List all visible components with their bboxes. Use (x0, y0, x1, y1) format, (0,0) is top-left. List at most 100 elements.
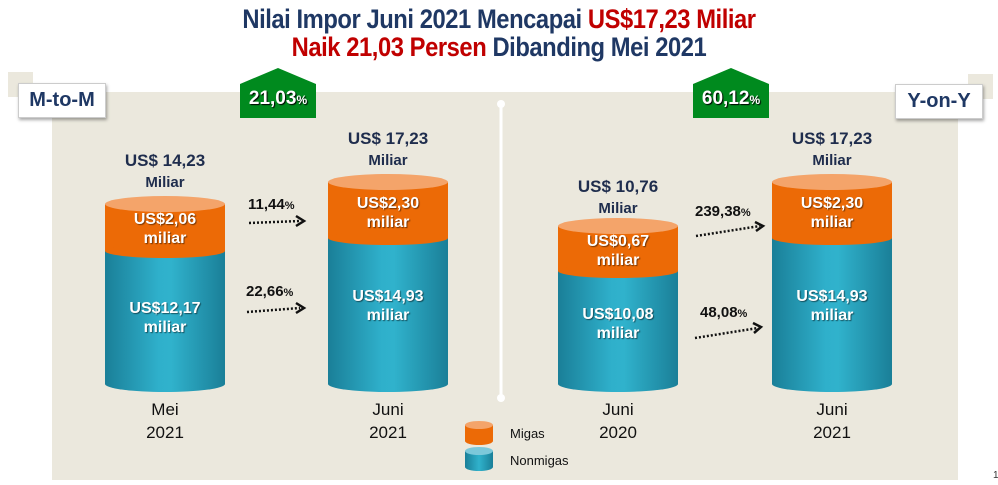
migas-label: US$2,30 miliar (328, 194, 448, 232)
nonmigas-value: US$12,17 (129, 300, 201, 317)
total-unit: Miliar (598, 200, 638, 217)
pct-sign: % (749, 93, 761, 107)
legend-nonmigas-icon (465, 447, 493, 471)
growth-value: 60,12 (701, 88, 750, 109)
bar-juni-2021-yony: US$2,30 miliar US$14,93 miliar (772, 174, 892, 392)
up-arrow-icon (693, 68, 769, 118)
total-unit: Miliar (145, 174, 185, 191)
panel-divider (497, 100, 505, 402)
growth-value: 21,03 (248, 88, 297, 109)
nonmigas-label: US$12,17 miliar (105, 299, 225, 337)
migas-label: US$2,06 miliar (105, 210, 225, 248)
title-highlight: US$17,23 Miliar (587, 4, 756, 34)
legend-nonmigas-label: Nonmigas (510, 453, 569, 468)
up-arrow-icon (240, 68, 316, 118)
mtom-nonmigas-growth: 22,66% (246, 283, 293, 300)
yony-growth-badge: 60,12% (693, 68, 769, 118)
bar-category-label: Mei 2021 (105, 398, 225, 444)
bar-segment-migas-edge (558, 264, 678, 278)
period: Juni (372, 400, 404, 419)
year: 2021 (369, 423, 407, 442)
year: 2020 (599, 423, 637, 442)
growth-value: 239,38 (695, 203, 741, 220)
cylinder-top (558, 218, 678, 234)
page-number: 1 (993, 470, 998, 481)
yony-label: Y-on-Y (895, 84, 983, 119)
bar-segment-nonmigas (105, 251, 225, 392)
bar-segment-nonmigas (328, 238, 448, 392)
nonmigas-label: US$14,93 miliar (772, 287, 892, 325)
bar-segment-migas-edge (328, 231, 448, 245)
yony-migas-growth: 239,38% (695, 203, 751, 220)
bar-segment-migas (772, 182, 892, 238)
growth-value: 22,66 (246, 283, 284, 300)
pct-sign: % (283, 287, 294, 299)
total-unit: Miliar (812, 152, 852, 169)
migas-unit: miliar (366, 214, 410, 231)
nonmigas-value: US$10,08 (582, 306, 654, 323)
migas-unit: miliar (596, 252, 640, 269)
bar-category-label: Juni 2021 (328, 398, 448, 444)
title-line-2: Naik 21,03 Persen Dibanding Mei 2021 (60, 32, 938, 63)
migas-label: US$0,67 miliar (558, 232, 678, 270)
migas-label: US$2,30 miliar (772, 194, 892, 232)
bar-segment-migas-edge (772, 231, 892, 245)
nonmigas-label: US$14,93 miliar (328, 287, 448, 325)
bar-segment-nonmigas (558, 271, 678, 392)
pct-sign: % (740, 207, 751, 219)
growth-value: 48,08 (700, 304, 738, 321)
migas-value: US$0,67 (586, 233, 650, 250)
bar-total-label: US$ 14,23 Miliar (85, 150, 245, 194)
growth-value: 11,44 (248, 196, 285, 213)
total-value: US$ 17,23 (791, 129, 873, 148)
mtom-growth-badge: 21,03% (240, 68, 316, 118)
bar-segment-nonmigas (772, 238, 892, 392)
migas-value: US$2,30 (356, 195, 420, 212)
total-unit: Miliar (368, 152, 408, 169)
legend-migas-icon (465, 421, 493, 445)
bar-segment-migas-edge (105, 244, 225, 258)
title-text: Nilai Impor Juni 2021 Mencapai (242, 4, 588, 34)
nonmigas-unit: miliar (596, 325, 640, 342)
total-value: US$ 17,23 (347, 129, 429, 148)
pct-sign: % (296, 93, 308, 107)
total-value: US$ 14,23 (124, 151, 206, 170)
bar-total-label: US$ 17,23 Miliar (308, 128, 468, 172)
legend-migas-label: Migas (510, 426, 545, 441)
pct-sign: % (737, 308, 748, 320)
cylinder-top (328, 174, 448, 190)
nonmigas-value: US$14,93 (352, 288, 424, 305)
period: Mei (151, 400, 179, 419)
bar-juni-2020: US$0,67 miliar US$10,08 miliar (558, 218, 678, 392)
yony-nonmigas-growth: 48,08% (700, 304, 747, 321)
title-line-1: Nilai Impor Juni 2021 Mencapai US$17,23 … (60, 4, 938, 35)
period: Juni (602, 400, 634, 419)
period: Juni (816, 400, 848, 419)
migas-unit: miliar (810, 214, 854, 231)
year: 2021 (146, 423, 184, 442)
nonmigas-unit: miliar (366, 307, 410, 324)
nonmigas-unit: miliar (143, 319, 187, 336)
cylinder-top (105, 196, 225, 212)
bar-mei-2021: US$2,06 miliar US$12,17 miliar (105, 196, 225, 392)
nonmigas-label: US$10,08 miliar (558, 305, 678, 343)
migas-unit: miliar (143, 230, 187, 247)
nonmigas-unit: miliar (810, 307, 854, 324)
bar-juni-2021-mtom: US$2,30 miliar US$14,93 miliar (328, 174, 448, 392)
migas-value: US$2,30 (800, 195, 864, 212)
mtom-label: M-to-M (18, 83, 106, 118)
title-highlight: Naik 21,03 Persen (291, 32, 487, 62)
migas-value: US$2,06 (133, 211, 197, 228)
bar-segment-migas (328, 182, 448, 238)
nonmigas-value: US$14,93 (796, 288, 868, 305)
year: 2021 (813, 423, 851, 442)
bar-category-label: Juni 2021 (772, 398, 892, 444)
pct-sign: % (284, 200, 295, 212)
bar-category-label: Juni 2020 (558, 398, 678, 444)
title-text: Dibanding Mei 2021 (486, 32, 707, 62)
total-value: US$ 10,76 (577, 177, 659, 196)
bar-total-label: US$ 17,23 Miliar (752, 128, 912, 172)
cylinder-top (772, 174, 892, 190)
mtom-migas-growth: 11,44% (248, 196, 295, 213)
bar-total-label: US$ 10,76 Miliar (538, 176, 698, 220)
